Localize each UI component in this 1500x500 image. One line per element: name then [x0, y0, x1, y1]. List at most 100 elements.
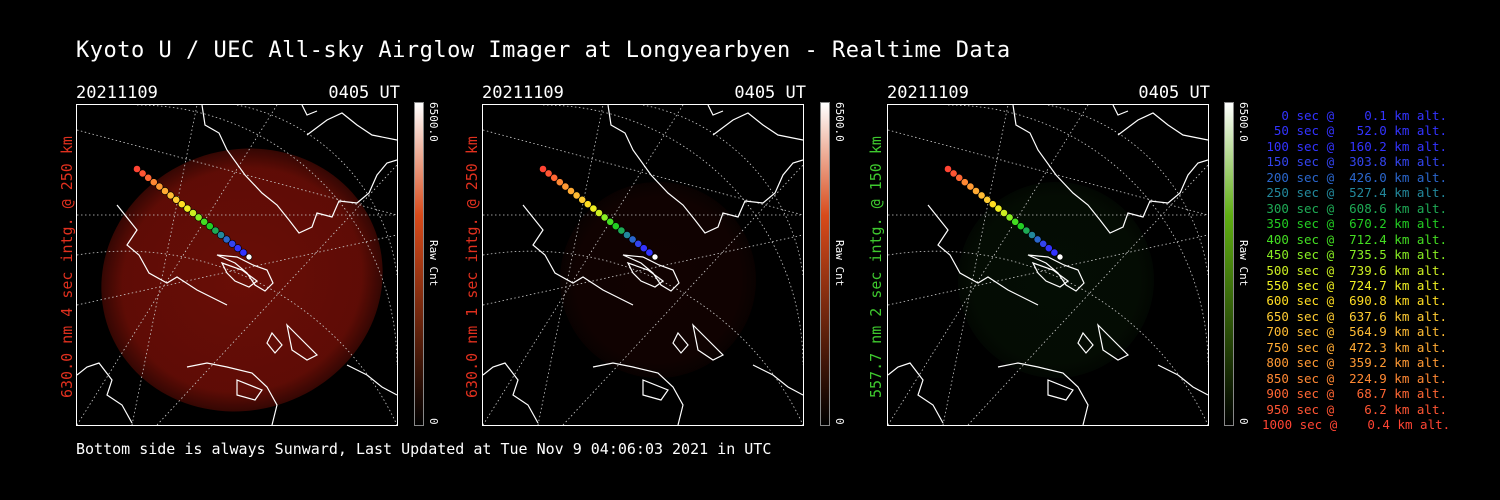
panel-1-date: 20211109 — [76, 83, 158, 103]
coastline — [1031, 261, 1070, 288]
trajectory-point — [944, 165, 952, 173]
trajectory-point — [138, 169, 147, 178]
trajectory-point — [205, 222, 214, 231]
coastline — [1117, 112, 1208, 141]
trajectory-point — [539, 165, 547, 173]
coastline — [622, 254, 680, 292]
coastline — [286, 323, 319, 361]
trajectory-legend: 0 sec @ 0.1 km alt. 50 sec @ 52.0 km alt… — [1262, 108, 1451, 433]
coastline — [201, 105, 397, 234]
coastline — [642, 379, 669, 401]
trajectory-point — [977, 191, 986, 200]
trajectory-point — [589, 204, 598, 213]
trajectory-point — [1022, 226, 1031, 235]
coastline — [220, 261, 259, 288]
legend-row: 300 sec @ 608.6 km alt. — [1266, 200, 1447, 216]
trajectory-point — [645, 248, 654, 257]
coastline — [186, 362, 278, 425]
panel-3-colorbar — [1224, 102, 1234, 426]
panel-2-colorbar-unit: Raw Cnt — [833, 240, 846, 287]
legend-row: 700 sec @ 564.9 km alt. — [1266, 324, 1447, 340]
trajectory-point — [994, 204, 1003, 213]
legend-row: 900 sec @ 68.7 km alt. — [1266, 386, 1447, 402]
panel-2-image — [482, 104, 804, 426]
trajectory-point — [161, 187, 169, 195]
coastline — [483, 362, 539, 424]
legend-row: 550 sec @ 724.7 km alt. — [1266, 277, 1447, 293]
trajectory-point — [639, 244, 648, 253]
trajectory-point — [1028, 231, 1036, 239]
coastline — [752, 364, 803, 396]
trajectory-point — [983, 195, 992, 204]
coastline — [888, 362, 944, 424]
legend-row: 350 sec @ 670.2 km alt. — [1266, 216, 1447, 232]
coastline — [1027, 254, 1085, 292]
legend-row: 1000 sec @ 0.4 km alt. — [1262, 417, 1451, 433]
lat-lon-grid-line — [136, 105, 397, 366]
trajectory-point — [960, 178, 969, 187]
trajectory-point — [651, 253, 659, 261]
panel-1-image — [76, 104, 398, 426]
legend-row: 150 sec @ 303.8 km alt. — [1266, 154, 1447, 170]
coastline — [1047, 379, 1074, 401]
airglow-disc — [958, 182, 1154, 378]
trajectory-point — [217, 231, 225, 239]
trajectory-point — [561, 182, 570, 191]
legend-row: 600 sec @ 690.8 km alt. — [1266, 293, 1447, 309]
trajectory-point — [578, 195, 587, 204]
coastline — [77, 362, 133, 424]
legend-row: 650 sec @ 637.6 km alt. — [1266, 308, 1447, 324]
coastline — [672, 331, 689, 354]
legend-row: 450 sec @ 735.5 km alt. — [1266, 247, 1447, 263]
panel-2-colorbar-min: 0 — [833, 418, 846, 425]
trajectory-point — [222, 235, 231, 244]
lat-lon-grid-line — [236, 105, 397, 276]
legend-row: 750 sec @ 472.3 km alt. — [1266, 339, 1447, 355]
coastline — [306, 112, 397, 141]
legend-row: 500 sec @ 739.6 km alt. — [1266, 262, 1447, 278]
legend-row: 200 sec @ 426.0 km alt. — [1266, 169, 1447, 185]
lat-lon-grid-line — [156, 164, 397, 425]
legend-row: 50 sec @ 52.0 km alt. — [1266, 123, 1447, 139]
lat-lon-grid-line — [642, 105, 803, 276]
panel-3-colorbar-unit: Raw Cnt — [1237, 240, 1250, 287]
coastline — [1097, 323, 1130, 361]
panel-2-colorbar-max: 6500.0 — [833, 102, 846, 142]
panel-1-colorbar — [414, 102, 424, 426]
panel-1-colorbar-unit: Raw Cnt — [427, 240, 440, 287]
lat-lon-grid-line — [888, 234, 1208, 306]
lat-lon-grid-line — [542, 105, 803, 366]
panel-3-colorbar-min: 0 — [1237, 418, 1250, 425]
trajectory-point — [567, 187, 575, 195]
coastline — [927, 204, 1039, 306]
lat-lon-grid-line — [131, 105, 198, 425]
coastline — [1077, 331, 1094, 354]
airglow-disc — [101, 148, 383, 412]
coastline — [266, 331, 283, 354]
trajectory-point — [133, 165, 141, 173]
trajectory-point — [149, 178, 158, 187]
trajectory-point — [239, 248, 248, 257]
lat-lon-grid-line — [483, 105, 684, 425]
panel-3-wavelength-label: 557.7 nm 2 sec intg. @ 150 km — [867, 136, 885, 398]
coastline — [592, 362, 684, 425]
trajectory-point — [972, 187, 980, 195]
panel-1-wavelength-label: 630.0 nm 4 sec intg. @ 250 km — [58, 136, 76, 398]
trajectory-point — [245, 253, 253, 261]
trajectory-point — [949, 169, 958, 178]
trajectory-point — [194, 213, 203, 222]
lat-lon-grid-line — [562, 164, 803, 425]
panel-3-image — [887, 104, 1209, 426]
trajectory-point — [1000, 209, 1008, 217]
coastline — [707, 105, 724, 116]
coastline — [116, 204, 228, 306]
trajectory-point — [200, 217, 209, 226]
coastline — [712, 112, 803, 141]
legend-row: 850 sec @ 224.9 km alt. — [1266, 370, 1447, 386]
trajectory-point — [211, 226, 220, 235]
panel-2-date: 20211109 — [482, 83, 564, 103]
trajectory-point — [544, 169, 553, 178]
legend-row: 400 sec @ 712.4 km alt. — [1266, 231, 1447, 247]
trajectory-point — [233, 244, 242, 253]
panel-2-wavelength-label: 630.0 nm 1 sec intg. @ 250 km — [463, 136, 481, 398]
